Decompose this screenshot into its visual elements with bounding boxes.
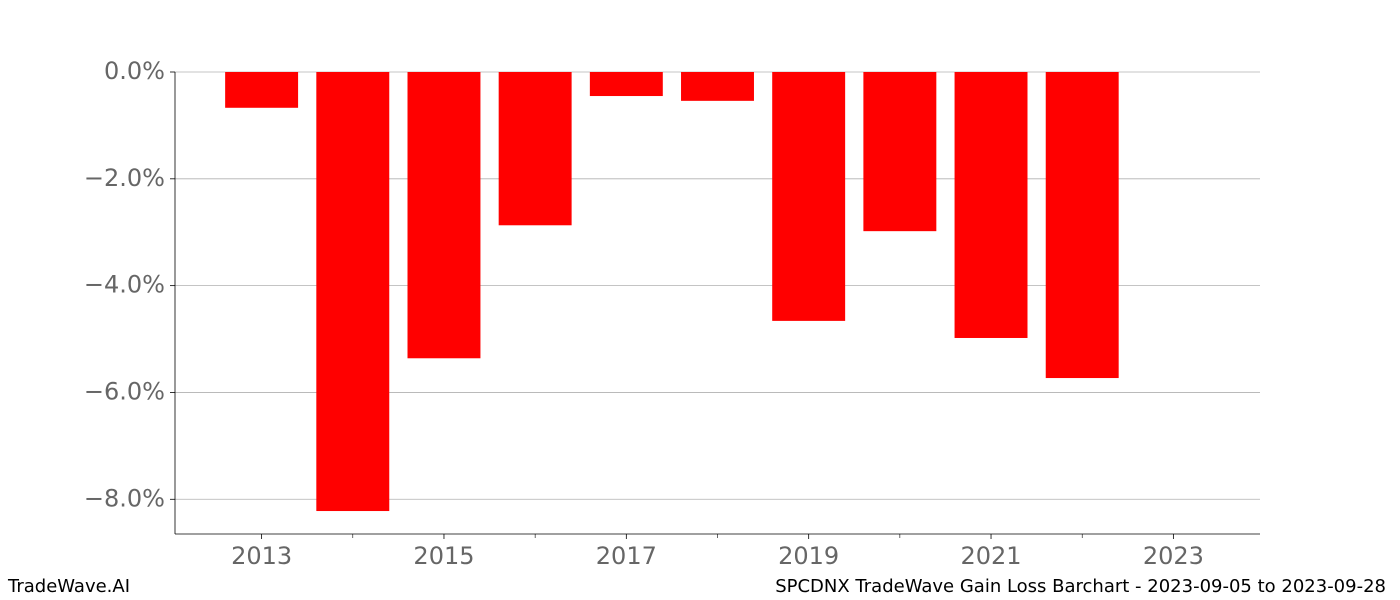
x-tick-label: 2019 [778, 542, 839, 570]
y-tick-label: −8.0% [84, 484, 165, 512]
bar [407, 72, 481, 359]
bar [316, 72, 390, 512]
x-tick-label: 2015 [413, 542, 474, 570]
footer-left: TradeWave.AI [7, 576, 130, 597]
x-tick-label: 2017 [596, 542, 657, 570]
bar [225, 72, 299, 108]
footer-right: SPCDNX TradeWave Gain Loss Barchart - 20… [775, 576, 1386, 597]
bar [681, 72, 754, 101]
y-tick-label: 0.0% [104, 57, 165, 85]
x-tick-label: 2021 [960, 542, 1021, 570]
y-tick-label: −4.0% [84, 271, 165, 299]
bar [589, 72, 663, 97]
x-tick-label: 2023 [1143, 542, 1204, 570]
x-tick-label: 2013 [231, 542, 292, 570]
bar [498, 72, 572, 226]
y-tick-label: −6.0% [84, 377, 165, 405]
y-tick-label: −2.0% [84, 164, 165, 192]
bar [863, 72, 937, 232]
bar [772, 72, 846, 321]
bar [1045, 72, 1119, 379]
bar [954, 72, 1028, 338]
